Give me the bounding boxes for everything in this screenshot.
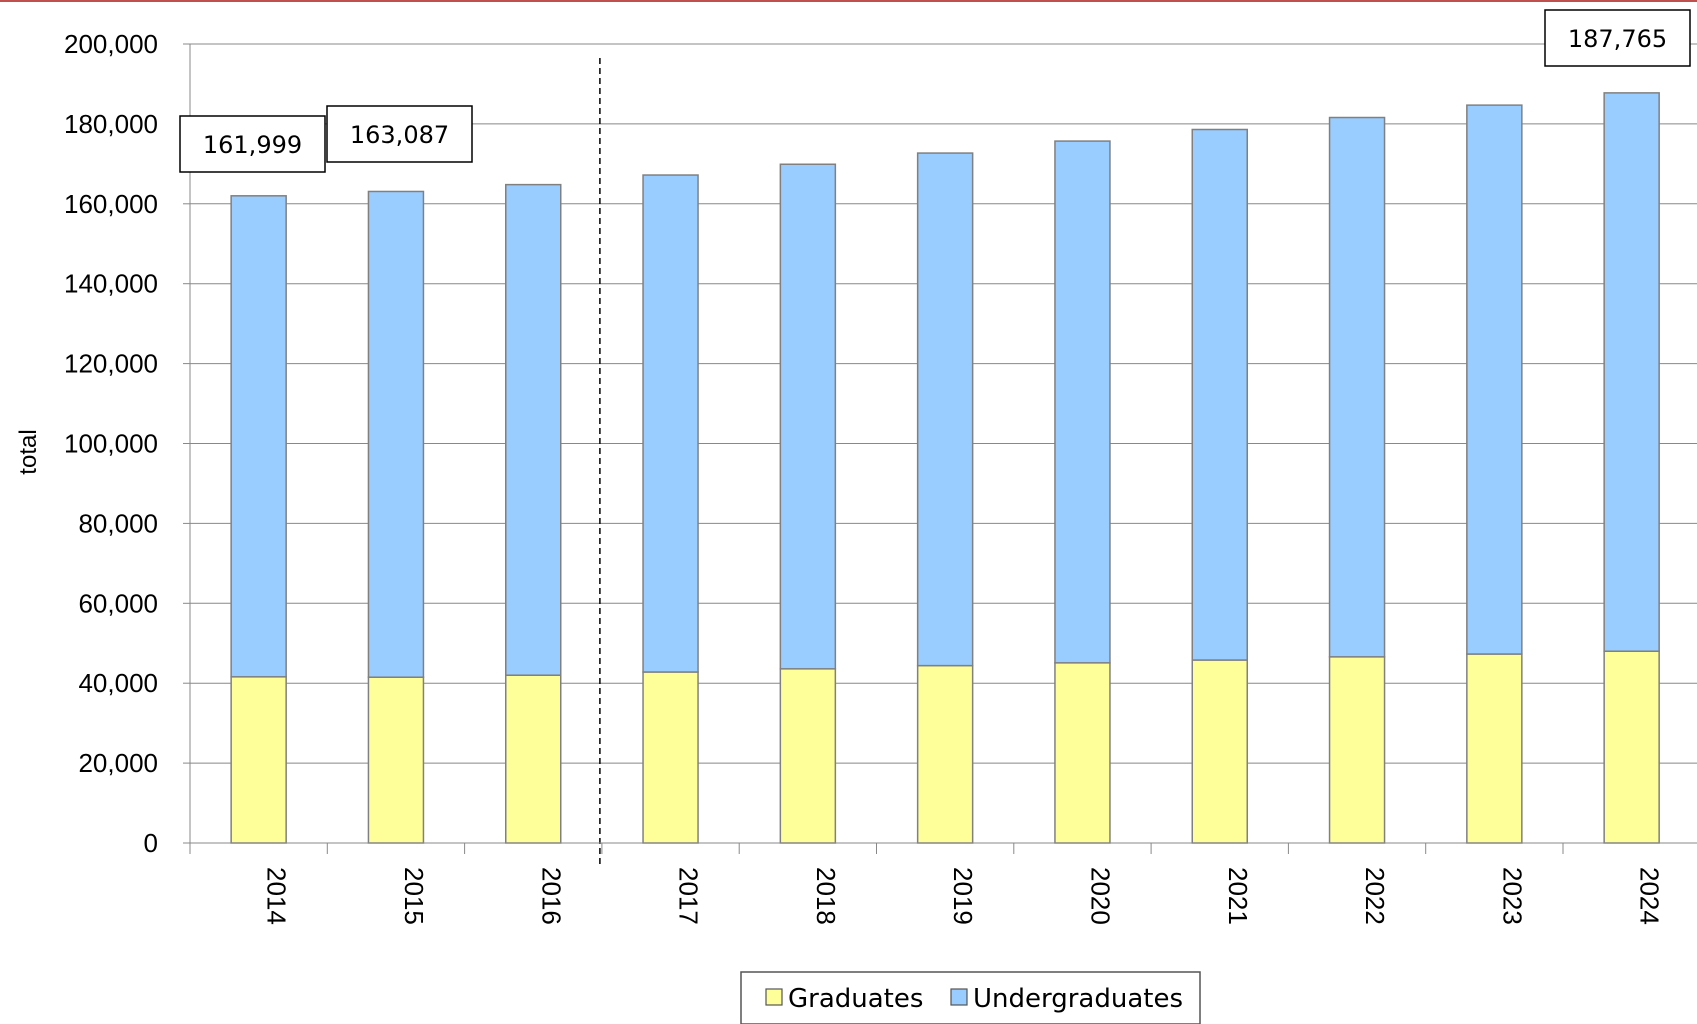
bar-undergraduates-2014	[230, 195, 287, 678]
legend: Graduates Undergraduates	[740, 971, 1201, 1024]
bar-graduates-2014	[230, 676, 287, 844]
bar-undergraduates-2022	[1328, 116, 1386, 658]
x-tick-label: 2024	[1635, 867, 1665, 925]
bar-graduates-2023	[1466, 653, 1523, 844]
callout-label-2015: 163,087	[350, 121, 449, 149]
y-axis-title: total	[15, 429, 42, 474]
top-accent-rule	[0, 0, 1697, 2]
x-tick-label: 2015	[399, 867, 429, 925]
bar-undergraduates-2023	[1466, 104, 1523, 655]
callout-box-2024	[1544, 9, 1691, 67]
bar-undergraduates-2021	[1191, 128, 1248, 661]
callout-box-2015	[326, 105, 473, 163]
x-tick-label: 2019	[948, 867, 978, 925]
bar-undergraduates-2020	[1054, 140, 1111, 664]
bar-graduates-2016	[505, 674, 562, 844]
y-tick-label: 200,000	[64, 29, 158, 59]
bar-graduates-2021	[1191, 659, 1248, 844]
bar-undergraduates-2019	[916, 152, 974, 667]
x-tick-label: 2014	[262, 867, 292, 925]
bar-undergraduates-2016	[505, 183, 562, 676]
y-axis: 0 20,000 40,000 60,000 80,000 100,000 120,000 1…	[64, 29, 191, 858]
y-tick-label: 0	[144, 828, 158, 858]
bar-undergraduates-2017	[642, 174, 699, 673]
x-tick-label: 2017	[674, 867, 704, 925]
y-tick-label: 80,000	[78, 508, 158, 538]
y-tick-label: 40,000	[78, 668, 158, 698]
bar-graduates-2024	[1603, 650, 1660, 844]
legend-box	[740, 971, 1201, 1024]
legend-swatch-undergraduates	[950, 988, 968, 1006]
x-axis: 2014 2015 2016 2017 2018 2019 2020 2021 2022 2023…	[183, 842, 1697, 925]
y-tick-label: 60,000	[78, 588, 158, 618]
legend-label-undergraduates: Undergraduates	[973, 984, 1183, 1014]
bar-graduates-2019	[916, 664, 974, 844]
callout-label-2014: 161,999	[203, 131, 302, 159]
x-tick-label: 2022	[1360, 867, 1390, 925]
y-tick-label: 20,000	[78, 748, 158, 778]
callout-label-2024: 187,765	[1568, 25, 1667, 53]
x-tick-label: 2018	[811, 867, 841, 925]
bar-graduates-2022	[1328, 656, 1386, 844]
y-tick-label: 180,000	[64, 109, 158, 139]
bar-graduates-2020	[1054, 662, 1111, 844]
bar-graduates-2018	[779, 668, 837, 844]
bar-graduates-2017	[642, 671, 699, 844]
bars	[230, 58, 1660, 865]
bar-undergraduates-2015	[367, 190, 425, 678]
x-tick-label: 2020	[1085, 867, 1115, 925]
value-callouts: 161,999 163,087 187,765	[179, 9, 1691, 173]
x-tick-label: 2016	[536, 867, 566, 925]
y-tick-label: 100,000	[64, 429, 158, 459]
legend-label-graduates: Graduates	[788, 984, 923, 1014]
x-tick-label: 2023	[1497, 867, 1527, 925]
y-tick-label: 160,000	[64, 189, 158, 219]
x-tick-label: 2021	[1223, 867, 1253, 925]
callout-box-2014	[179, 115, 326, 173]
bar-graduates-2015	[367, 676, 425, 844]
bar-undergraduates-2018	[779, 163, 837, 670]
legend-swatch-graduates	[765, 988, 783, 1006]
y-tick-label: 140,000	[64, 269, 158, 299]
bar-undergraduates-2024	[1603, 92, 1660, 652]
y-tick-label: 120,000	[64, 349, 158, 379]
